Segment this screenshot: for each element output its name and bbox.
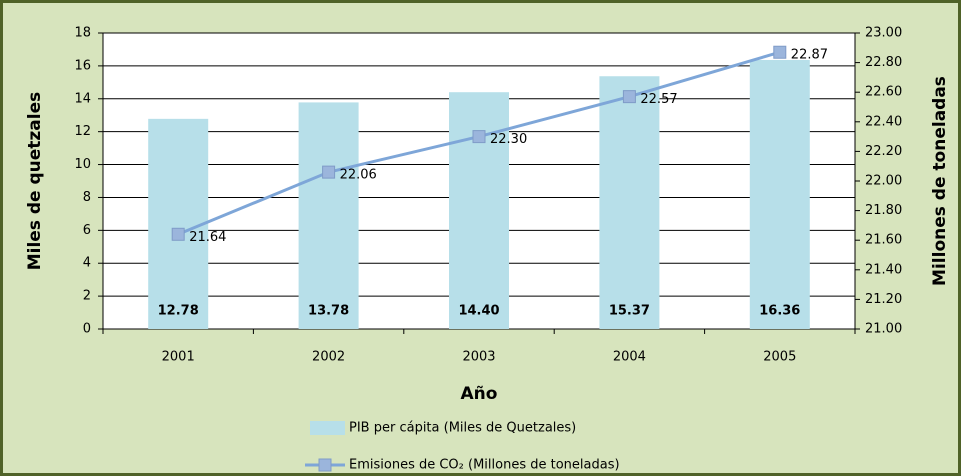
bar-value-label: 15.37 <box>609 304 650 319</box>
bar <box>749 59 810 330</box>
bar-value-label: 12.78 <box>158 304 199 319</box>
y2-tick-label: 22.80 <box>865 55 902 70</box>
y-tick-label: 12 <box>74 124 91 139</box>
x-tick-label: 2004 <box>613 350 646 365</box>
legend-swatch <box>310 421 345 435</box>
line-marker <box>171 227 185 241</box>
bar <box>298 102 359 329</box>
y2-tick-label: 21.60 <box>865 233 902 248</box>
legend-swatch <box>318 458 332 472</box>
line-marker <box>622 90 636 104</box>
y-tick-label: 4 <box>83 256 91 271</box>
bar-value-label: 14.40 <box>458 304 499 319</box>
line-value-label: 22.06 <box>340 168 377 183</box>
legend-label: PIB per cápita (Miles de Quetzales) <box>349 421 576 436</box>
x-tick-label: 2001 <box>162 350 195 365</box>
y-tick-label: 18 <box>74 26 91 41</box>
y-tick-label: 14 <box>74 91 91 106</box>
y-tick-label: 0 <box>83 322 91 337</box>
x-axis-title: Año <box>461 384 498 404</box>
bar <box>599 76 660 329</box>
y2-tick-label: 21.40 <box>865 262 902 277</box>
y-tick-label: 16 <box>74 58 91 73</box>
y-tick-label: 2 <box>83 289 91 304</box>
y2-tick-label: 22.60 <box>865 85 902 100</box>
line-marker <box>472 130 486 144</box>
y2-tick-label: 22.20 <box>865 144 902 159</box>
y2-tick-label: 21.80 <box>865 203 902 218</box>
bar-value-label: 13.78 <box>308 304 349 319</box>
x-tick-label: 2003 <box>462 350 495 365</box>
bar <box>449 92 509 329</box>
bar-value-label: 16.36 <box>759 304 800 319</box>
y2-tick-label: 22.40 <box>865 114 902 129</box>
y-tick-label: 10 <box>74 157 91 172</box>
bar <box>148 118 209 329</box>
y2-tick-label: 21.00 <box>865 322 902 337</box>
line-value-label: 22.57 <box>640 92 677 107</box>
y2-tick-label: 22.00 <box>865 174 902 189</box>
y-tick-label: 8 <box>83 190 91 205</box>
x-tick-label: 2002 <box>312 350 345 365</box>
y2-tick-label: 23.00 <box>865 26 902 41</box>
line-value-label: 21.64 <box>189 230 226 245</box>
y2-tick-label: 21.20 <box>865 292 902 307</box>
legend-label: Emisiones de CO₂ (Millones de toneladas) <box>349 458 620 473</box>
x-tick-label: 2005 <box>763 350 796 365</box>
line-value-label: 22.87 <box>791 48 828 63</box>
line-marker <box>773 45 787 59</box>
line-marker <box>322 165 336 179</box>
y-tick-label: 6 <box>83 223 91 238</box>
y-axis-title: Miles de quetzales <box>25 92 45 271</box>
line-value-label: 22.30 <box>490 132 527 147</box>
y2-axis-title: Millones de toneladas <box>930 76 950 286</box>
